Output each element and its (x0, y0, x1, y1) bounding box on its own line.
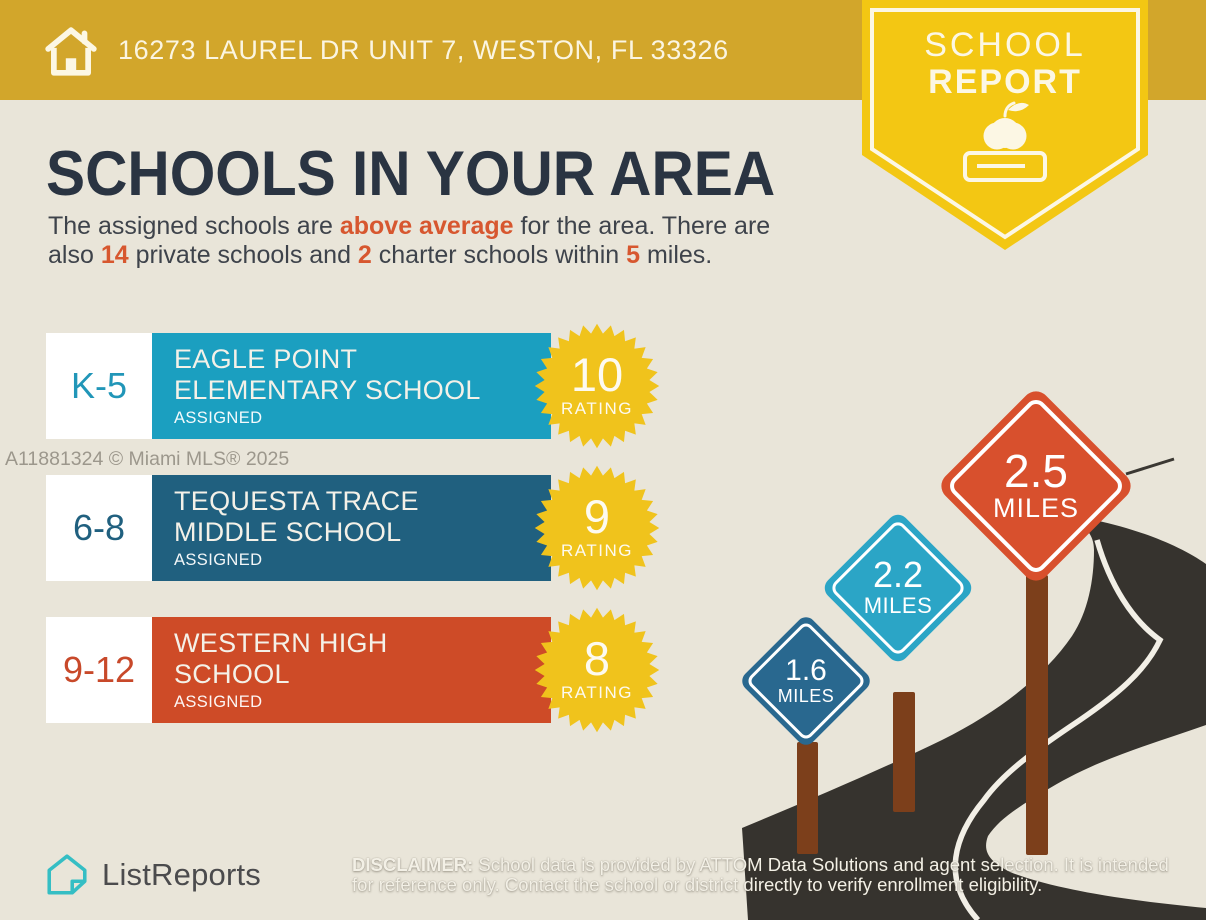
starburst-shape (534, 607, 660, 733)
rating-label: RATING (561, 541, 633, 560)
grade-label: K-5 (70, 365, 128, 406)
school-row: 6-8 TEQUESTA TRACE MIDDLE SCHOOL ASSIGNED… (46, 465, 706, 591)
grade-label: 6-8 (72, 507, 126, 548)
sign-post (797, 742, 818, 854)
assigned-label: ASSIGNED (174, 693, 263, 711)
listreports-logo: ListReports (44, 852, 261, 898)
school-report-badge: SCHOOL REPORT (862, 0, 1148, 250)
highlight-above-average: above average (339, 212, 514, 240)
distance-value: 2.2 (872, 554, 924, 595)
badge-line1: SCHOOL (924, 26, 1086, 64)
school-bar: EAGLE POINT ELEMENTARY SCHOOL ASSIGNED (152, 333, 551, 439)
school-bar: TEQUESTA TRACE MIDDLE SCHOOL ASSIGNED (152, 475, 551, 581)
school-name: TEQUESTA TRACE MIDDLE SCHOOL (174, 486, 419, 547)
rating-badge: 10 RATING (531, 320, 663, 452)
intro-text: charter schools within (371, 240, 627, 269)
school-bar: WESTERN HIGH SCHOOL ASSIGNED (152, 617, 551, 723)
school-name: EAGLE POINT ELEMENTARY SCHOOL (174, 344, 481, 405)
grade-range: K-5 (46, 333, 152, 439)
page-title: SCHOOLS IN YOUR AREA (46, 139, 776, 209)
intro-text: private schools and (128, 240, 358, 269)
highlight-private-count: 14 (100, 240, 129, 269)
grade-range: 9-12 (46, 617, 152, 723)
mls-watermark: A11881324 © Miami MLS® 2025 (5, 448, 290, 470)
rating-value: 10 (570, 348, 624, 401)
assigned-label: ASSIGNED (174, 409, 263, 427)
grade-range: 6-8 (46, 475, 152, 581)
school-name: WESTERN HIGH SCHOOL (174, 628, 388, 689)
distance-unit: MILES (992, 492, 1080, 523)
distance-sign: 2.5 MILES (935, 385, 1137, 587)
distance-sign: 1.6 MILES (738, 613, 874, 749)
property-address: 16273 LAUREL DR UNIT 7, WESTON, FL 33326 (118, 34, 729, 65)
listreports-house-icon (47, 854, 87, 895)
road-horizon-line (1125, 457, 1175, 476)
sign-post (1026, 575, 1048, 855)
rating-label: RATING (561, 399, 633, 418)
apple-book-icon (963, 101, 1047, 182)
logo-text: ListReports (102, 857, 261, 892)
rating-value: 9 (583, 490, 611, 543)
grade-label: 9-12 (62, 649, 136, 690)
intro-paragraph: The assigned schools are above average f… (48, 212, 878, 269)
starburst-shape (534, 323, 660, 449)
rating-badge: 8 RATING (531, 604, 663, 736)
assigned-label: ASSIGNED (174, 551, 263, 569)
disclaimer-line1: School data is provided by ATTOM Data So… (473, 854, 1169, 875)
intro-text: The assigned schools are (48, 212, 340, 240)
disclaimer-line2: for reference only. Contact the school o… (352, 873, 1043, 895)
highlight-charter-count: 2 (357, 240, 372, 269)
badge-line2: REPORT (928, 63, 1082, 101)
distance-unit: MILES (863, 593, 933, 618)
rating-label: RATING (561, 683, 633, 702)
intro-text: for the area. There are (513, 212, 771, 240)
distance-value: 1.6 (785, 653, 827, 687)
school-row: K-5 EAGLE POINT ELEMENTARY SCHOOL ASSIGNE… (46, 323, 706, 449)
sign-post (893, 692, 915, 812)
highlight-miles: 5 (626, 240, 641, 269)
rating-value: 8 (583, 632, 611, 685)
starburst-shape (534, 465, 660, 591)
distance-sign: 2.2 MILES (820, 510, 976, 666)
intro-text: also (48, 240, 101, 269)
rating-badge: 9 RATING (531, 462, 663, 594)
distance-value: 2.5 (1004, 444, 1068, 497)
disclaimer-label: DISCLAIMER: (352, 854, 474, 875)
disclaimer: DISCLAIMER: School data is provided by A… (352, 855, 1169, 894)
distance-unit: MILES (777, 685, 835, 706)
intro-text: miles. (640, 240, 713, 269)
home-icon (44, 25, 98, 82)
school-row: 9-12 WESTERN HIGH SCHOOL ASSIGNED 8 RATING (46, 607, 706, 733)
